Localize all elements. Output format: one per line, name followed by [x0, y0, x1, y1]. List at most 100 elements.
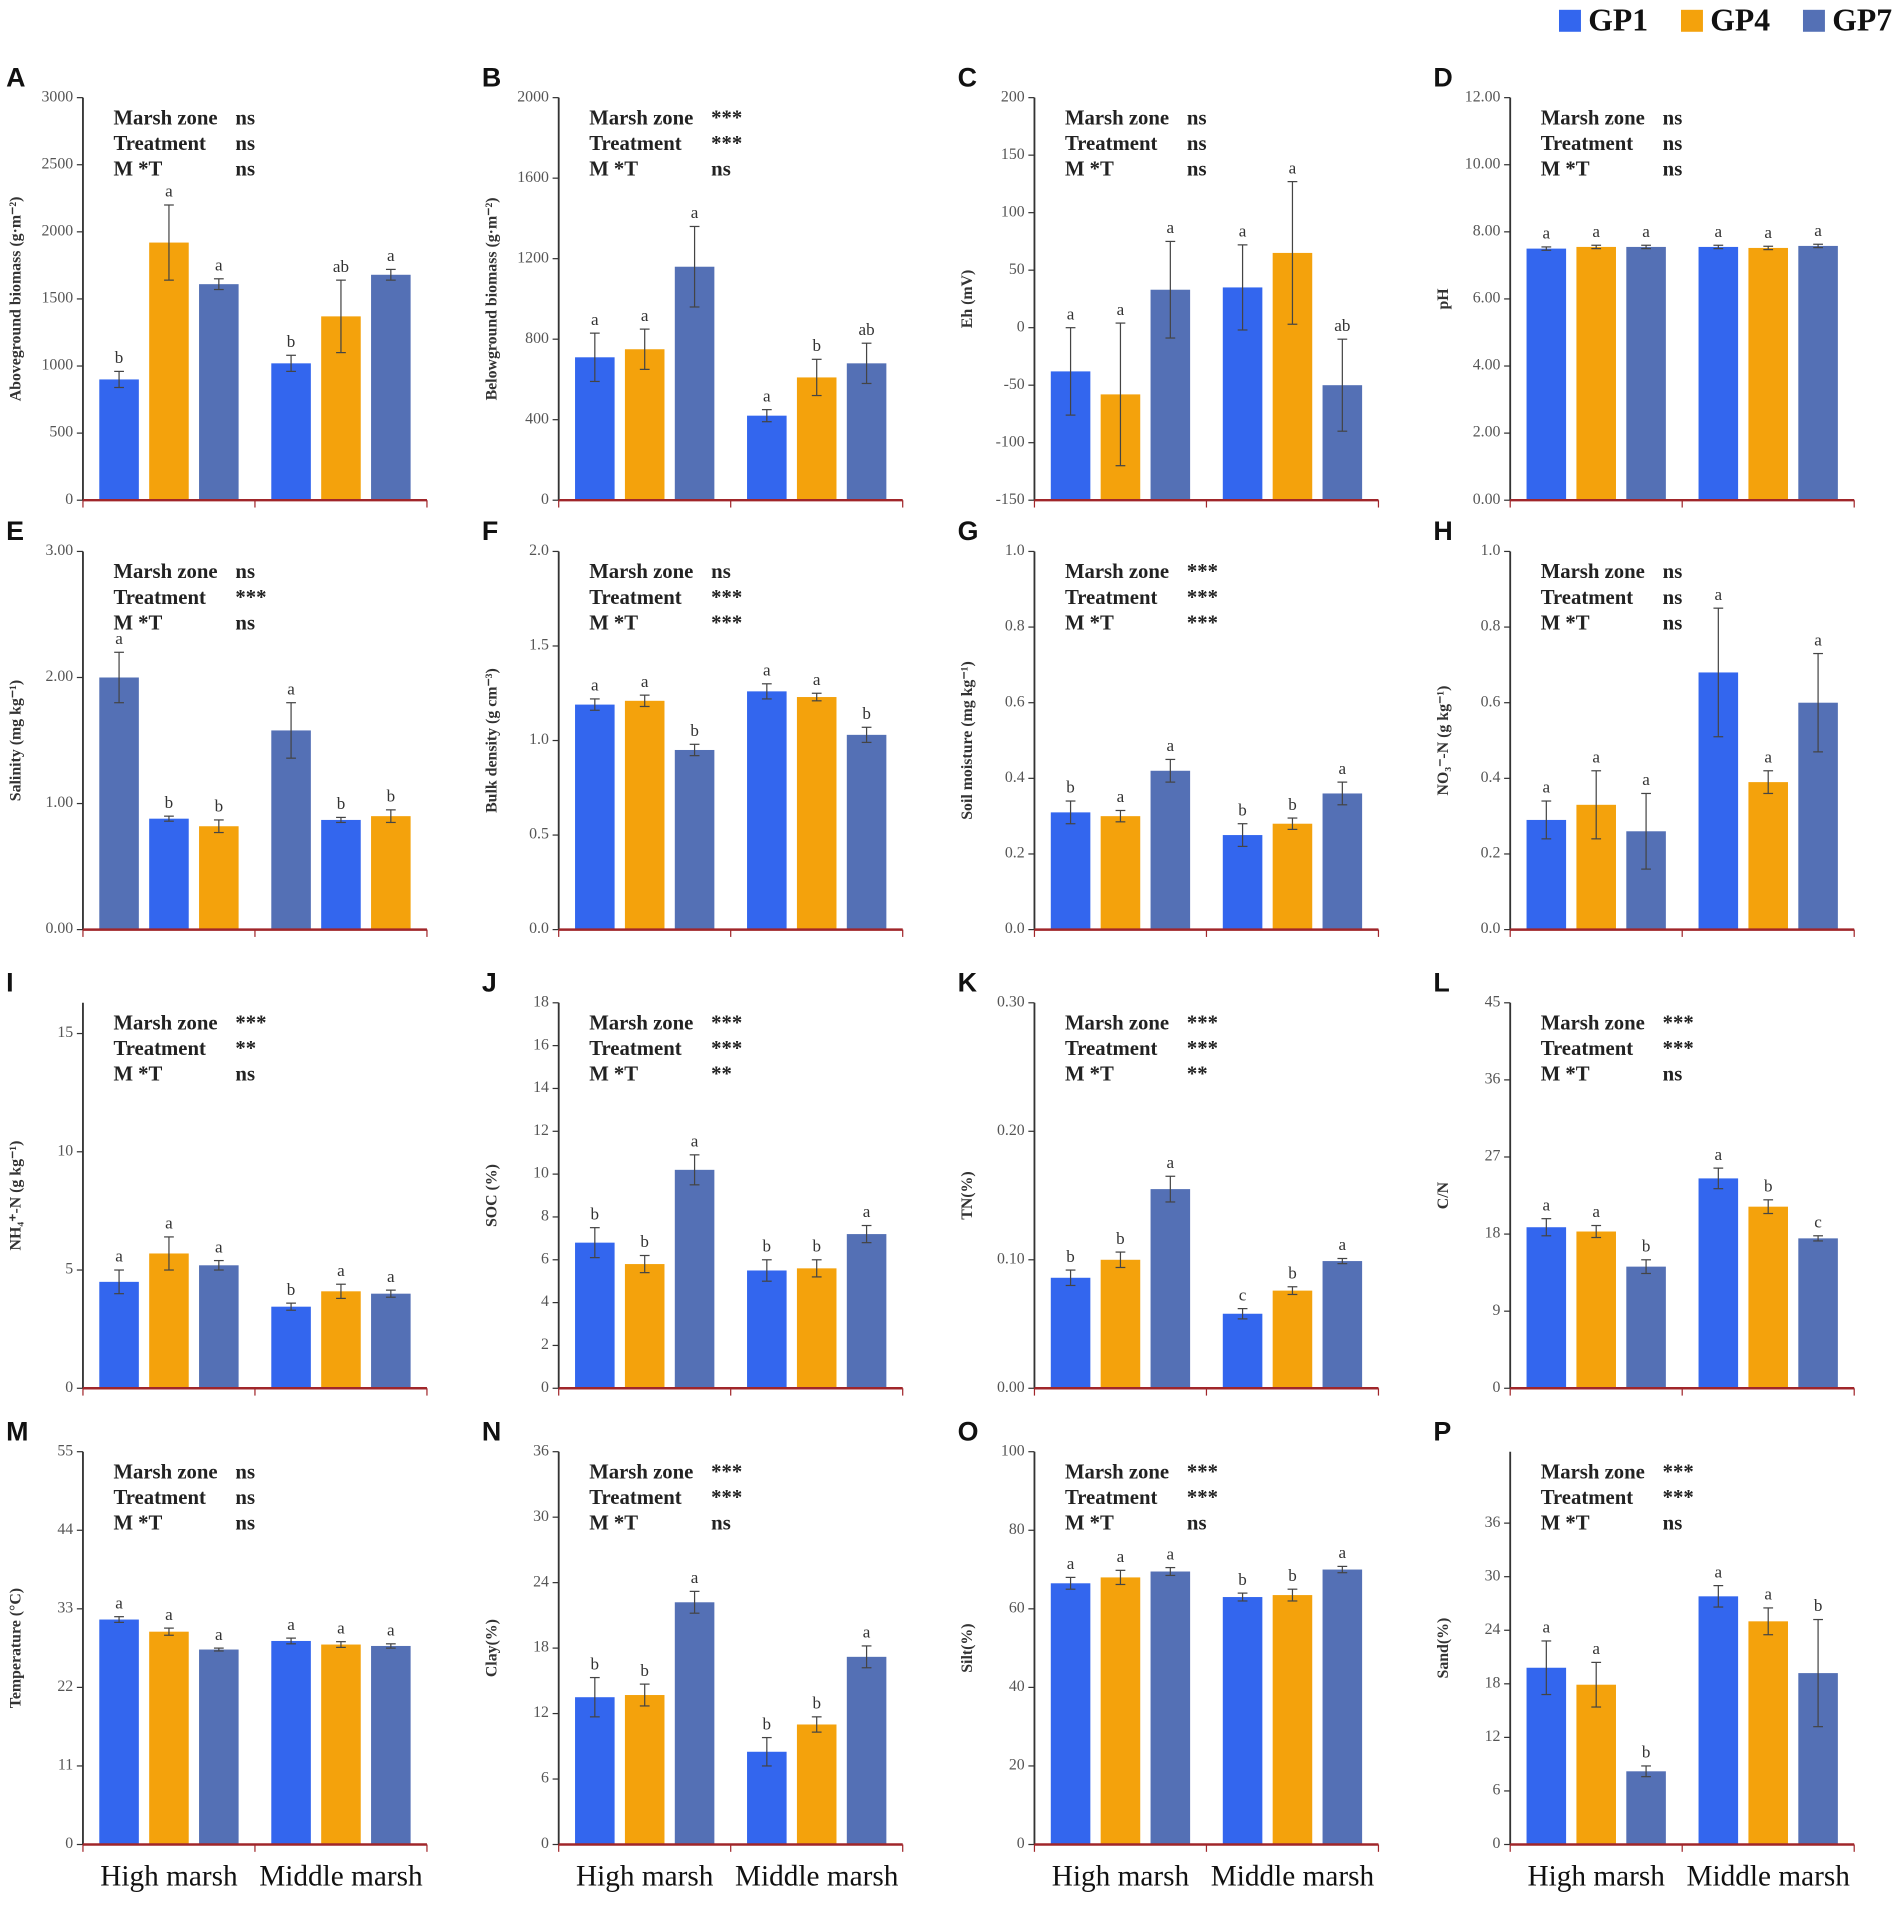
- stat-label: Marsh zone: [589, 1461, 693, 1483]
- y-tick-label: 40: [1009, 1678, 1025, 1695]
- bar: [321, 1644, 361, 1845]
- stat-value: ***: [1187, 612, 1218, 634]
- stat-label: Marsh zone: [589, 1013, 693, 1035]
- y-tick-label: 18: [1485, 1674, 1501, 1691]
- bar: [1748, 782, 1788, 930]
- y-tick-label: 36: [1485, 1071, 1501, 1088]
- bar: [99, 1619, 139, 1845]
- stat-label: Treatment: [589, 133, 682, 155]
- stat-value: ***: [235, 1013, 266, 1035]
- y-tick-label: 2.00: [45, 668, 73, 685]
- significance-letter: a: [641, 306, 649, 325]
- y-tick-label: 33: [57, 1599, 73, 1616]
- y-axis-label: Temperature (°C): [8, 1588, 25, 1708]
- category-label: High marsh: [100, 1860, 238, 1892]
- significance-letter: a: [813, 670, 821, 689]
- y-tick-label: 12: [1485, 1728, 1501, 1745]
- stat-value: ns: [235, 1461, 255, 1483]
- stat-value: ***: [711, 1038, 742, 1060]
- significance-letter: b: [1814, 1596, 1823, 1615]
- significance-letter: a: [863, 1202, 871, 1221]
- bar: [199, 826, 239, 930]
- stat-value: ***: [1187, 1487, 1218, 1509]
- stat-value: ns: [1187, 159, 1207, 181]
- y-axis-label: Eh (mV): [959, 270, 976, 329]
- bar: [747, 691, 787, 930]
- y-axis-label: Soil moisture (mg kg⁻¹): [959, 661, 976, 820]
- bar: [149, 242, 189, 501]
- stat-label: Marsh zone: [113, 107, 217, 129]
- y-tick-label: 8.00: [1473, 222, 1501, 239]
- significance-letter: b: [1288, 1566, 1297, 1585]
- significance-letter: a: [1592, 747, 1600, 766]
- stat-label: M *T: [1065, 1064, 1114, 1086]
- significance-letter: a: [1339, 759, 1347, 778]
- bar: [1526, 1667, 1567, 1845]
- stat-label: M *T: [1541, 1513, 1590, 1535]
- stat-value: ns: [1187, 1513, 1207, 1535]
- stat-label: Treatment: [113, 1487, 206, 1509]
- category-label: High marsh: [1052, 1860, 1190, 1892]
- y-tick-label: -100: [996, 433, 1025, 450]
- bar: [624, 1264, 665, 1389]
- significance-letter: ab: [1334, 316, 1350, 335]
- y-tick-label: 0.6: [1005, 693, 1025, 710]
- significance-letter: b: [115, 348, 124, 367]
- y-tick-label: 2000: [517, 88, 549, 105]
- bar: [271, 730, 311, 930]
- y-tick-label: 1.0: [1481, 542, 1501, 559]
- y-tick-label: 3.00: [45, 542, 73, 559]
- bar: [796, 377, 837, 501]
- significance-letter: a: [165, 182, 173, 201]
- y-tick-label: 0: [1493, 1379, 1501, 1396]
- y-tick-label: 1.0: [1005, 542, 1025, 559]
- stat-value: ***: [711, 133, 742, 155]
- y-tick-label: 1.0: [529, 731, 549, 748]
- bar: [1150, 1189, 1191, 1389]
- y-tick-label: 1500: [42, 290, 74, 307]
- stat-value: ***: [1187, 1461, 1218, 1483]
- stat-value: ns: [1663, 1513, 1683, 1535]
- stat-label: Marsh zone: [1541, 1013, 1645, 1035]
- y-axis-label: Aboveground biomass (g·m⁻²): [8, 197, 25, 402]
- stat-value: ns: [235, 159, 255, 181]
- y-tick-label: 6: [541, 1250, 549, 1267]
- y-tick-label: 2: [541, 1336, 549, 1353]
- y-tick-label: -50: [1004, 376, 1025, 393]
- stat-label: Marsh zone: [113, 1013, 217, 1035]
- category-label: High marsh: [1528, 1860, 1666, 1892]
- stat-value: ***: [711, 1461, 742, 1483]
- bar: [99, 379, 139, 501]
- bar: [747, 415, 787, 501]
- bar: [1050, 1583, 1091, 1845]
- significance-letter: a: [763, 661, 771, 680]
- stat-label: M *T: [113, 1513, 162, 1535]
- y-tick-label: 3000: [42, 88, 74, 105]
- significance-letter: a: [1814, 630, 1822, 649]
- y-tick-label: 80: [1009, 1521, 1025, 1538]
- significance-letter: a: [1117, 300, 1125, 319]
- bar: [1798, 1238, 1838, 1389]
- stat-label: M *T: [1541, 1064, 1590, 1086]
- stat-value: ns: [235, 133, 255, 155]
- stat-label: Treatment: [1541, 1487, 1634, 1509]
- stat-label: Marsh zone: [589, 107, 693, 129]
- y-tick-label: 16: [533, 1036, 549, 1053]
- y-tick-label: 0.00: [997, 1379, 1025, 1396]
- bar: [1150, 1571, 1191, 1845]
- stat-label: M *T: [589, 612, 638, 634]
- stat-value: ns: [1663, 107, 1683, 129]
- bar: [271, 363, 311, 501]
- y-tick-label: 0.6: [1481, 693, 1501, 710]
- bar: [1526, 1227, 1567, 1389]
- significance-letter: a: [115, 1247, 123, 1266]
- y-tick-label: 100: [1001, 203, 1025, 220]
- significance-letter: a: [1543, 1618, 1551, 1637]
- y-tick-label: 55: [57, 1442, 73, 1459]
- stat-value: **: [1187, 1064, 1208, 1086]
- bar: [846, 734, 887, 930]
- stat-value: ns: [235, 107, 255, 129]
- y-axis-label: C/N: [1435, 1181, 1452, 1209]
- stat-label: M *T: [113, 1064, 162, 1086]
